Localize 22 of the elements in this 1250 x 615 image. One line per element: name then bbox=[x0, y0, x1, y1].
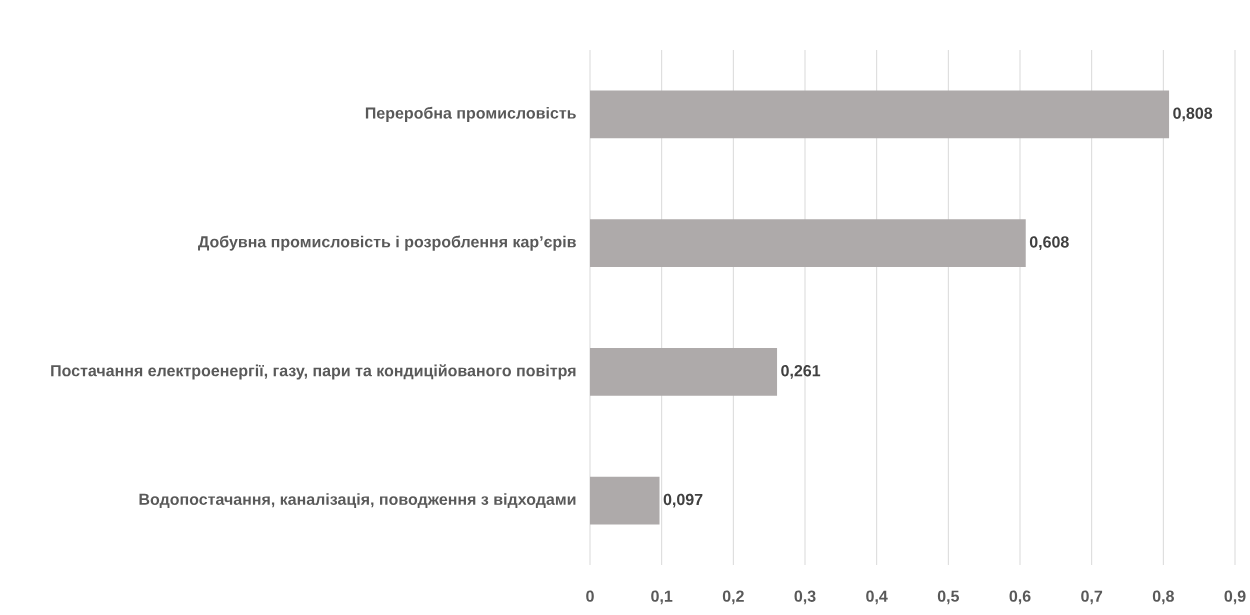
bar bbox=[590, 219, 1026, 267]
data-label: 0,261 bbox=[781, 365, 821, 379]
x-tick-label: 0,3 bbox=[794, 590, 816, 605]
bar bbox=[590, 348, 778, 396]
x-tick-label: 0,7 bbox=[1081, 590, 1103, 605]
x-tick-label: 0 bbox=[586, 590, 594, 602]
y-tick-label: Постачання електроенергії, газу, пари та кондиційованого повітря bbox=[51, 364, 576, 380]
x-tick-label: 0,1 bbox=[651, 590, 673, 605]
data-label: 0,808 bbox=[1173, 107, 1213, 122]
x-tick-label: 0,6 bbox=[1009, 590, 1031, 605]
y-tick-label: Добувна промисловість і розроблення кар’єрів bbox=[198, 235, 576, 251]
x-tick-label: 0,9 bbox=[1224, 590, 1246, 605]
y-tick-label: Водопостачання, каналізація, поводження з відходами bbox=[139, 493, 576, 509]
x-tick-label: 0,4 bbox=[866, 590, 888, 605]
x-tick-label: 0,2 bbox=[722, 590, 744, 605]
bar bbox=[590, 90, 1170, 139]
bar bbox=[590, 476, 660, 525]
x-tick-label: 0,8 bbox=[1152, 590, 1174, 605]
data-label: 0,097 bbox=[663, 493, 703, 508]
y-tick-label: Переробна промисловість bbox=[365, 106, 576, 122]
x-tick-label: 0,5 bbox=[937, 590, 960, 605]
data-label: 0,608 bbox=[1029, 236, 1069, 250]
